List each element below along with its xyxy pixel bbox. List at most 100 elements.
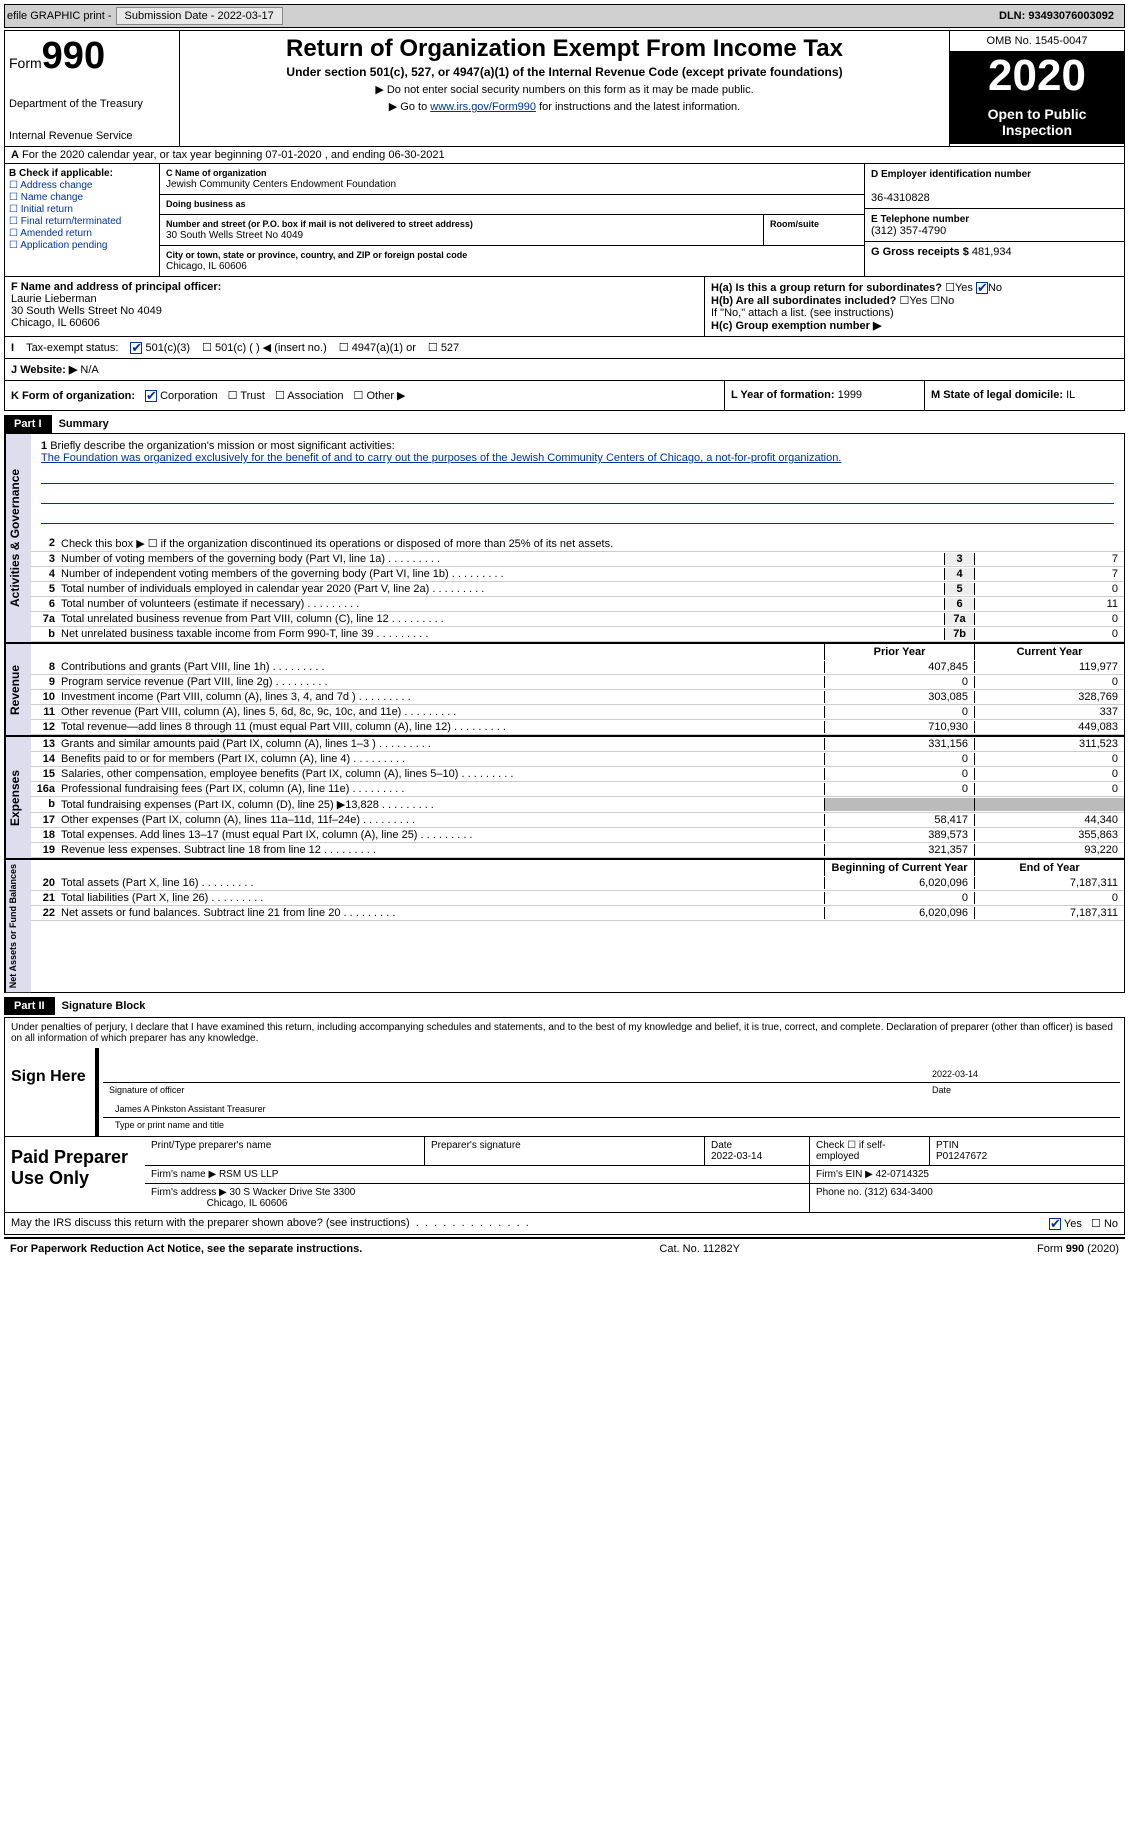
table-row: 18Total expenses. Add lines 13–17 (must …: [31, 828, 1124, 843]
sig-officer-label: Signature of officer: [103, 1083, 920, 1097]
cb-address-change[interactable]: ☐ Address change: [9, 180, 155, 191]
officer-type-label: Type or print name and title: [109, 1118, 230, 1132]
expenses-section: Expenses 13Grants and similar amounts pa…: [4, 736, 1125, 859]
eoy-hdr: End of Year: [974, 860, 1124, 876]
irs-link[interactable]: www.irs.gov/Form990: [430, 101, 536, 113]
cb-app-pending[interactable]: ☐ Application pending: [9, 240, 155, 251]
sign-here-label: Sign Here: [5, 1048, 95, 1136]
officer-addr1: 30 South Wells Street No 4049: [11, 305, 162, 317]
tel-label: E Telephone number: [871, 214, 969, 225]
revenue-section: Revenue Prior YearCurrent Year 8Contribu…: [4, 643, 1125, 736]
note-goto: ▶ Go to www.irs.gov/Form990 for instruct…: [188, 100, 941, 113]
form-number: 990: [42, 35, 105, 77]
discuss-yes-checkbox[interactable]: [1049, 1218, 1061, 1230]
ha-no-checkbox[interactable]: [976, 282, 988, 294]
tax-year: 2020: [950, 52, 1124, 100]
omb-number: OMB No. 1545-0047: [950, 31, 1124, 52]
officer-name-value: James A Pinkston Assistant Treasurer: [109, 1102, 272, 1116]
current-year-hdr: Current Year: [974, 644, 1124, 660]
ein-label: D Employer identification number: [871, 169, 1031, 180]
hb-label: H(b) Are all subordinates included?: [711, 295, 896, 307]
firm-addr-label: Firm's address ▶: [151, 1187, 227, 1198]
cb-501c3[interactable]: [130, 342, 142, 354]
row-i: I Tax-exempt status: 501(c)(3) ☐ 501(c) …: [4, 337, 1125, 359]
table-row: 5Total number of individuals employed in…: [31, 582, 1124, 597]
open-inspection: Open to Public Inspection: [950, 100, 1124, 144]
ptin-label: PTIN: [936, 1140, 959, 1151]
netassets-section: Net Assets or Fund Balances Beginning of…: [4, 859, 1125, 993]
q1-num: 1: [41, 440, 47, 452]
prior-year-hdr: Prior Year: [824, 644, 974, 660]
cb-amended[interactable]: ☐ Amended return: [9, 228, 155, 239]
dept-irs: Internal Revenue Service: [9, 130, 175, 142]
netassets-label: Net Assets or Fund Balances: [5, 860, 31, 992]
part2-title: Signature Block: [62, 1000, 146, 1012]
org-city: Chicago, IL 60606: [166, 261, 247, 272]
box-b-label: B Check if applicable:: [9, 168, 113, 179]
tax-period-bar: A For the 2020 calendar year, or tax yea…: [4, 147, 1125, 164]
boy-hdr: Beginning of Current Year: [824, 860, 974, 876]
officer-name: Laurie Lieberman: [11, 293, 97, 305]
expenses-label: Expenses: [5, 737, 31, 858]
table-row: 14Benefits paid to or for members (Part …: [31, 752, 1124, 767]
governance-section: Activities & Governance 1 Briefly descri…: [4, 433, 1125, 643]
form-word: Form: [9, 55, 42, 71]
part2-header: Part II: [4, 997, 55, 1015]
prep-name-label: Print/Type preparer's name: [145, 1137, 425, 1165]
table-row: 16aProfessional fundraising fees (Part I…: [31, 782, 1124, 797]
q2-text: Check this box ▶ ☐ if the organization d…: [61, 537, 1124, 550]
mission-text: The Foundation was organized exclusively…: [41, 452, 841, 464]
gross-value: 481,934: [972, 246, 1012, 258]
submission-date-button[interactable]: Submission Date - 2022-03-17: [116, 7, 283, 25]
firm-ein-label: Firm's EIN ▶: [816, 1169, 873, 1180]
table-row: bNet unrelated business taxable income f…: [31, 627, 1124, 642]
cb-name-change[interactable]: ☐ Name change: [9, 192, 155, 203]
box-h: H(a) Is this a group return for subordin…: [705, 277, 1124, 336]
domicile-label: M State of legal domicile:: [931, 389, 1063, 401]
box-b: B Check if applicable: ☐ Address change …: [5, 164, 160, 276]
box-c: C Name of organization Jewish Community …: [160, 164, 864, 276]
signature-block: Under penalties of perjury, I declare th…: [4, 1017, 1125, 1235]
website-label: Website: ▶: [20, 364, 77, 376]
governance-label: Activities & Governance: [5, 434, 31, 642]
table-row: 19Revenue less expenses. Subtract line 1…: [31, 843, 1124, 858]
table-row: 4Number of independent voting members of…: [31, 567, 1124, 582]
row-k: K Form of organization: Corporation ☐ Tr…: [4, 381, 1125, 411]
tel-value: (312) 357-4790: [871, 225, 946, 237]
sig-date: 2022-03-14: [926, 1067, 984, 1081]
website-value: N/A: [80, 364, 98, 376]
paid-preparer-label: Paid Preparer Use Only: [5, 1137, 145, 1212]
firm-phone: (312) 634-3400: [864, 1187, 932, 1198]
tax-exempt-label: Tax-exempt status:: [26, 342, 118, 354]
year-formation: 1999: [838, 389, 862, 401]
part1-header: Part I: [4, 415, 52, 433]
officer-label: F Name and address of principal officer:: [11, 281, 221, 293]
domicile-value: IL: [1066, 389, 1075, 401]
ha-label: H(a) Is this a group return for subordin…: [711, 282, 942, 294]
table-row: 10Investment income (Part VIII, column (…: [31, 690, 1124, 705]
hc-label: H(c) Group exemption number ▶: [711, 320, 881, 332]
firm-name-label: Firm's name ▶: [151, 1169, 216, 1180]
dba-label: Doing business as: [166, 199, 246, 209]
firm-ein: 42-0714325: [876, 1169, 929, 1180]
box-f: F Name and address of principal officer:…: [5, 277, 705, 336]
footer-left: For Paperwork Reduction Act Notice, see …: [10, 1243, 362, 1255]
officer-addr2: Chicago, IL 60606: [11, 317, 100, 329]
firm-city: Chicago, IL 60606: [207, 1198, 288, 1209]
table-row: 12Total revenue—add lines 8 through 11 (…: [31, 720, 1124, 735]
cb-initial-return[interactable]: ☐ Initial return: [9, 204, 155, 215]
dln-label: DLN: 93493076003092: [999, 10, 1122, 22]
table-row: 17Other expenses (Part IX, column (A), l…: [31, 813, 1124, 828]
cb-final-return[interactable]: ☐ Final return/terminated: [9, 216, 155, 227]
table-row: 21Total liabilities (Part X, line 26) 00: [31, 891, 1124, 906]
footer-mid: Cat. No. 11282Y: [659, 1243, 740, 1255]
ptin-value: P01247672: [936, 1151, 987, 1162]
ein-value: 36-4310828: [871, 192, 930, 204]
firm-name: RSM US LLP: [219, 1169, 278, 1180]
table-row: 11Other revenue (Part VIII, column (A), …: [31, 705, 1124, 720]
efile-label: efile GRAPHIC print -: [7, 10, 112, 22]
gross-label: G Gross receipts $: [871, 246, 969, 258]
cb-corporation[interactable]: [145, 390, 157, 402]
declaration-text: Under penalties of perjury, I declare th…: [5, 1018, 1124, 1048]
top-bar: efile GRAPHIC print - Submission Date - …: [4, 4, 1125, 28]
